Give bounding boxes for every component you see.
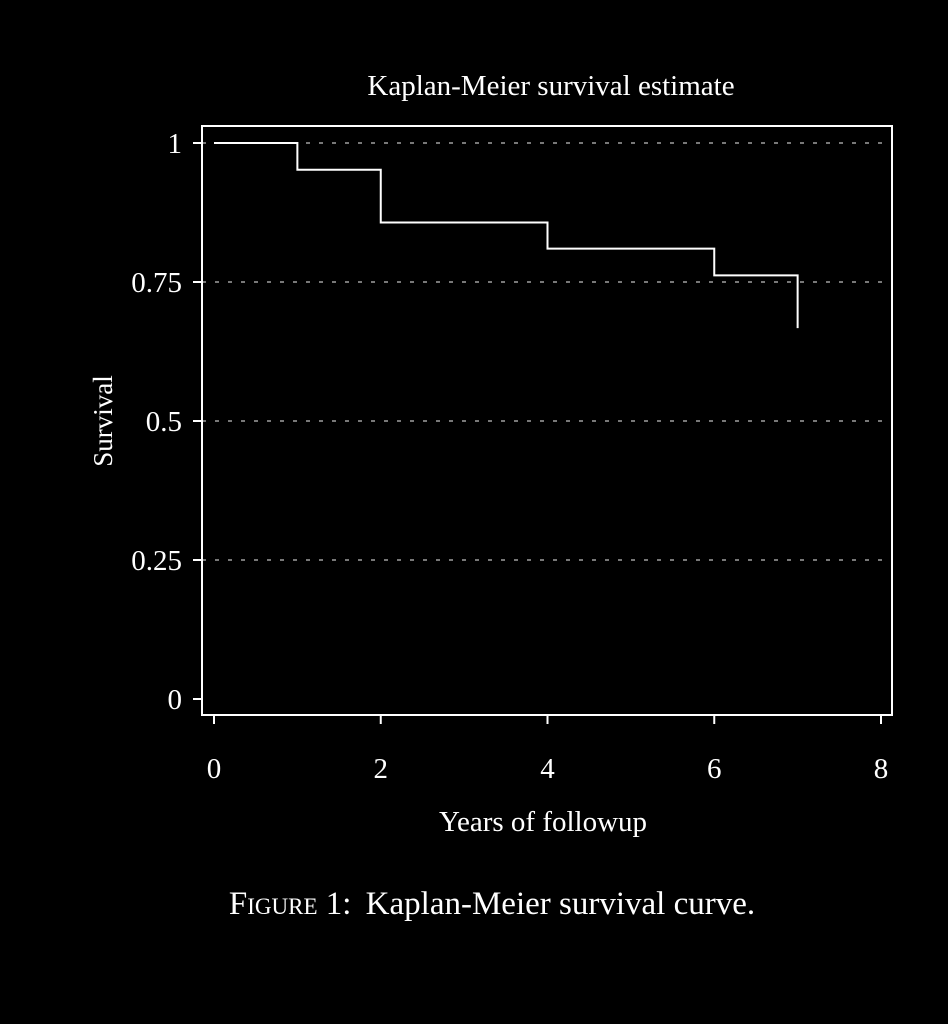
x-tick-label-4: 8	[874, 753, 889, 785]
caption-label: Figure 1:	[229, 886, 352, 922]
y-axis: 0 0.25 0.5 0.75 1	[131, 128, 202, 716]
survival-step-line	[214, 142, 799, 329]
x-axis: 0 2 4 6 8	[207, 715, 889, 785]
x-tick-label-0: 0	[207, 753, 222, 785]
y-tick-label-0: 0	[168, 684, 183, 716]
y-axis-label: Survival	[88, 375, 118, 467]
figure-caption: Figure 1: Kaplan-Meier survival curve.	[229, 886, 755, 922]
y-tick-label-4: 1	[168, 128, 183, 160]
y-tick-label-1: 0.25	[131, 545, 182, 577]
x-tick-label-1: 2	[374, 753, 389, 785]
x-axis-label: Years of followup	[439, 806, 647, 838]
y-tick-label-3: 0.75	[131, 267, 182, 299]
x-tick-label-3: 6	[707, 753, 722, 785]
caption-text: Kaplan-Meier survival curve.	[366, 886, 755, 922]
gridlines	[202, 142, 892, 561]
chart-title: Kaplan-Meier survival estimate	[367, 70, 734, 102]
y-tick-label-2: 0.5	[146, 406, 182, 438]
x-tick-label-2: 4	[540, 753, 555, 785]
